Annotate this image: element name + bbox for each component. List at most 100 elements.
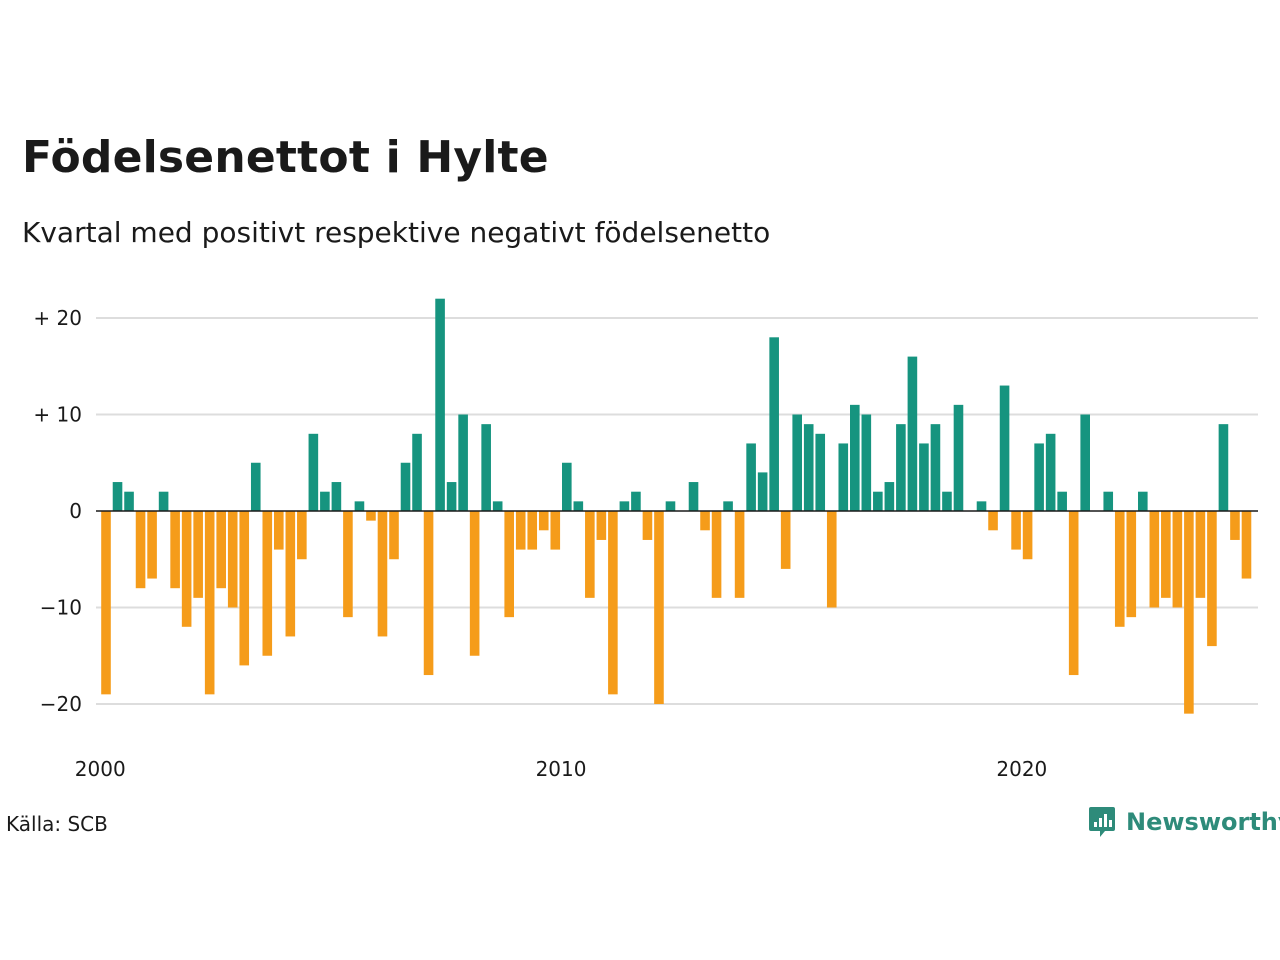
bar bbox=[492, 501, 503, 511]
bar bbox=[815, 433, 826, 511]
bar bbox=[239, 511, 250, 666]
bar bbox=[780, 511, 791, 569]
bar bbox=[1230, 511, 1240, 540]
bar bbox=[884, 482, 895, 511]
chart-subtitle: Kvartal med positivt respektive negativt… bbox=[22, 216, 771, 249]
bar bbox=[642, 511, 653, 540]
bar bbox=[596, 511, 607, 540]
bar bbox=[746, 443, 756, 511]
bar bbox=[723, 501, 733, 511]
y-tick-label: −20 bbox=[40, 692, 82, 716]
bar bbox=[343, 511, 353, 618]
source-note: Källa: SCB bbox=[6, 812, 108, 836]
bar bbox=[389, 511, 399, 560]
bar bbox=[826, 511, 837, 608]
bar bbox=[435, 298, 445, 511]
bar bbox=[711, 511, 722, 598]
bar bbox=[458, 414, 468, 511]
bar bbox=[504, 511, 514, 618]
bar bbox=[907, 356, 918, 511]
bar bbox=[193, 511, 203, 598]
bar bbox=[446, 482, 457, 511]
bar bbox=[608, 511, 618, 695]
bar bbox=[631, 491, 641, 511]
bar bbox=[976, 501, 987, 511]
bar bbox=[919, 443, 929, 511]
bar bbox=[550, 511, 561, 550]
bar bbox=[181, 511, 192, 627]
bars bbox=[101, 298, 1252, 714]
bar bbox=[930, 424, 941, 511]
bar bbox=[216, 511, 226, 589]
newsworthy-logo-icon bbox=[1089, 807, 1115, 837]
bar bbox=[227, 511, 238, 608]
bar bbox=[1034, 443, 1044, 511]
x-axis-ticks: 2000 2010 2020 bbox=[75, 757, 1048, 781]
bar bbox=[1103, 491, 1114, 511]
bar bbox=[170, 511, 180, 589]
bar bbox=[999, 385, 1010, 511]
bar bbox=[101, 511, 111, 695]
bar bbox=[1184, 511, 1194, 714]
bar bbox=[469, 511, 480, 656]
bar bbox=[285, 511, 296, 637]
bar bbox=[769, 337, 779, 511]
chart-title: Födelsenettot i Hylte bbox=[22, 132, 549, 183]
bar bbox=[204, 511, 215, 695]
bar bbox=[1149, 511, 1160, 608]
y-tick-label: −10 bbox=[40, 596, 82, 620]
bar bbox=[377, 511, 388, 637]
y-tick-label: 0 bbox=[69, 499, 82, 523]
x-tick-label: 2000 bbox=[75, 757, 126, 781]
bar bbox=[1218, 424, 1229, 511]
bar bbox=[1172, 511, 1183, 608]
x-tick-label: 2010 bbox=[536, 757, 587, 781]
bar bbox=[538, 511, 549, 531]
bar bbox=[688, 482, 699, 511]
bar bbox=[1080, 414, 1090, 511]
bar bbox=[757, 472, 768, 511]
y-tick-label: + 20 bbox=[33, 306, 82, 330]
bar bbox=[665, 501, 676, 511]
bar bbox=[297, 511, 307, 560]
bar bbox=[1068, 511, 1079, 676]
bar bbox=[562, 462, 572, 511]
bar bbox=[1241, 511, 1252, 579]
bar bbox=[953, 404, 964, 511]
bar bbox=[124, 491, 134, 511]
bar bbox=[1138, 491, 1148, 511]
y-axis-ticks: + 20 + 10 0 −10 −20 bbox=[33, 306, 82, 716]
bar bbox=[1126, 511, 1137, 618]
bar bbox=[1161, 511, 1171, 598]
bar bbox=[896, 424, 906, 511]
bar bbox=[1057, 491, 1067, 511]
bar bbox=[792, 414, 802, 511]
bar bbox=[331, 482, 342, 511]
bar bbox=[423, 511, 434, 676]
bar bbox=[262, 511, 273, 656]
bar bbox=[527, 511, 538, 550]
bar bbox=[274, 511, 284, 550]
bar bbox=[803, 424, 814, 511]
bar bbox=[366, 511, 376, 521]
bar bbox=[320, 491, 330, 511]
grid-lines bbox=[96, 317, 1258, 705]
bar bbox=[1114, 511, 1125, 627]
bar bbox=[654, 511, 664, 704]
bar bbox=[1022, 511, 1033, 560]
bar bbox=[354, 501, 365, 511]
bar bbox=[400, 462, 411, 511]
bar bbox=[619, 501, 630, 511]
brand-logo[interactable]: Newsworthy bbox=[1088, 804, 1280, 840]
bar bbox=[1207, 511, 1217, 647]
x-tick-label: 2020 bbox=[996, 757, 1047, 781]
bar bbox=[112, 482, 123, 511]
bar bbox=[700, 511, 710, 531]
bar bbox=[873, 491, 883, 511]
bar bbox=[515, 511, 526, 550]
y-tick-label: + 10 bbox=[33, 403, 82, 427]
bar bbox=[1045, 433, 1056, 511]
bar bbox=[308, 433, 319, 511]
bar bbox=[861, 414, 872, 511]
bar bbox=[573, 501, 584, 511]
